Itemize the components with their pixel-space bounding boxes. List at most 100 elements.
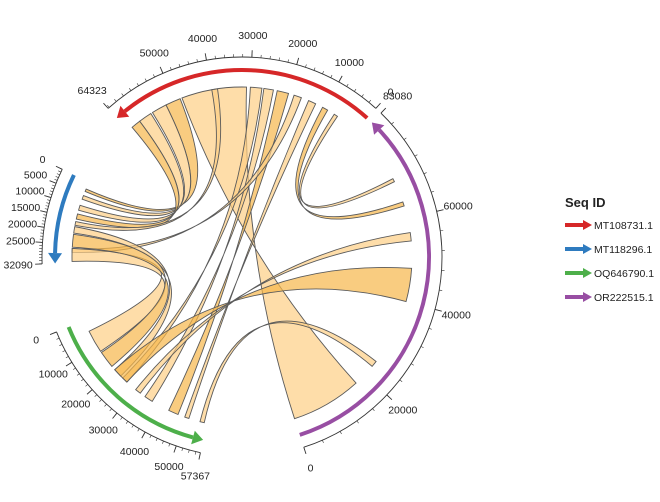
chord-link	[71, 233, 169, 368]
minor-tick	[361, 94, 364, 97]
tick-label: 0	[33, 335, 39, 347]
major-tick	[303, 447, 307, 455]
sequence-length-label: 64323	[77, 85, 106, 97]
tick-label: 50000	[154, 461, 183, 473]
chord-link	[295, 106, 405, 220]
minor-tick	[313, 67, 316, 71]
minor-tick	[420, 346, 424, 349]
tick-label: 0	[388, 87, 394, 99]
minor-tick	[99, 399, 102, 402]
legend: Seq ID MT108731.1 MT118296.1 OQ646790.1 OR2…	[565, 195, 654, 304]
tick-label: 20000	[388, 405, 417, 417]
minor-tick	[431, 190, 435, 193]
minor-tick	[196, 59, 198, 63]
minor-tick	[330, 74, 333, 78]
tick-label: 10000	[15, 186, 44, 198]
tick-label: 0	[308, 463, 314, 475]
minor-tick	[76, 373, 80, 376]
sequence-MT118296.1: 0 5000 10000 15000 20000 25000 32090	[3, 154, 76, 271]
minor-tick	[137, 428, 140, 432]
minor-tick	[170, 66, 172, 70]
end-tick	[380, 107, 387, 114]
minor-tick	[391, 121, 394, 125]
minor-tick	[55, 176, 59, 178]
legend-title: Seq ID	[565, 195, 605, 210]
minor-tick	[125, 421, 129, 424]
minor-tick	[155, 438, 158, 442]
minor-tick	[178, 63, 181, 67]
tick-label: 0	[40, 154, 46, 166]
major-tick	[338, 75, 343, 83]
minor-tick	[109, 408, 112, 412]
minor-tick	[56, 173, 60, 176]
tick-label: 40000	[120, 446, 149, 458]
tick-label: 20000	[8, 219, 37, 231]
tick-label: 30000	[238, 30, 267, 42]
chord-link	[114, 267, 413, 383]
major-tick	[386, 394, 393, 401]
minor-tick	[114, 98, 117, 102]
minor-tick	[168, 443, 171, 447]
minor-tick	[423, 172, 427, 175]
minor-tick	[153, 74, 155, 78]
major-tick	[86, 389, 93, 395]
minor-tick	[162, 440, 164, 444]
sequence-length-label: 83080	[383, 90, 412, 102]
minor-tick	[346, 83, 349, 87]
minor-tick	[54, 179, 58, 181]
major-tick	[49, 180, 57, 184]
major-tick	[434, 308, 442, 312]
minor-tick	[322, 440, 324, 444]
major-tick	[40, 210, 48, 213]
sequence-arrowhead	[116, 105, 130, 119]
tick-label: 50000	[140, 48, 169, 60]
sequence-length-label: 32090	[3, 259, 32, 271]
sequence-axis	[41, 169, 63, 264]
minor-tick	[52, 184, 56, 187]
tick-label: 25000	[6, 235, 35, 247]
legend-item-MT108731.1: MT108731.1	[565, 220, 653, 232]
sequence-arcs: 0100002000030000400005000064323050001000…	[3, 30, 472, 483]
tick-label: 30000	[89, 425, 118, 437]
sequence-arrow	[299, 128, 431, 437]
minor-tick	[65, 356, 69, 359]
chord-link	[144, 87, 274, 402]
minor-tick	[428, 327, 432, 330]
minor-tick	[49, 193, 53, 195]
minor-tick	[72, 367, 76, 370]
legend-item-OQ646790.1: OQ646790.1	[565, 268, 654, 280]
tick-label: 10000	[335, 57, 364, 69]
sequence-arrow	[66, 326, 194, 440]
minor-tick	[51, 187, 55, 190]
major-tick	[55, 165, 63, 170]
legend-label: OQ646790.1	[594, 268, 654, 280]
minor-tick	[287, 59, 289, 63]
minor-tick	[322, 71, 324, 75]
sequence-MT108731.1: 0 10000 20000 30000 40000 50000 64323	[77, 30, 394, 120]
minor-tick	[42, 220, 46, 222]
minor-tick	[58, 170, 62, 173]
minor-tick	[43, 214, 47, 216]
major-tick	[159, 66, 164, 74]
tick-label: 40000	[442, 310, 471, 322]
minor-tick	[85, 384, 89, 387]
chord-link	[184, 99, 317, 420]
major-tick	[204, 53, 207, 61]
minor-tick	[121, 93, 124, 97]
chord-link	[181, 86, 357, 420]
sequence-axis	[303, 112, 443, 448]
minor-tick	[305, 64, 307, 68]
chord-link	[199, 320, 377, 424]
minor-tick	[45, 205, 49, 207]
tick-label: 60000	[443, 201, 472, 213]
major-tick	[65, 361, 73, 367]
minor-tick	[47, 199, 51, 201]
tick-label: 20000	[288, 38, 317, 50]
chord-link	[298, 113, 396, 209]
legend-arrowhead	[583, 268, 592, 278]
minor-tick	[403, 137, 407, 140]
tick-label: 5000	[24, 170, 48, 182]
minor-tick	[42, 217, 46, 219]
sequence-arrowhead	[191, 430, 204, 445]
legend-arrowhead	[583, 220, 592, 230]
